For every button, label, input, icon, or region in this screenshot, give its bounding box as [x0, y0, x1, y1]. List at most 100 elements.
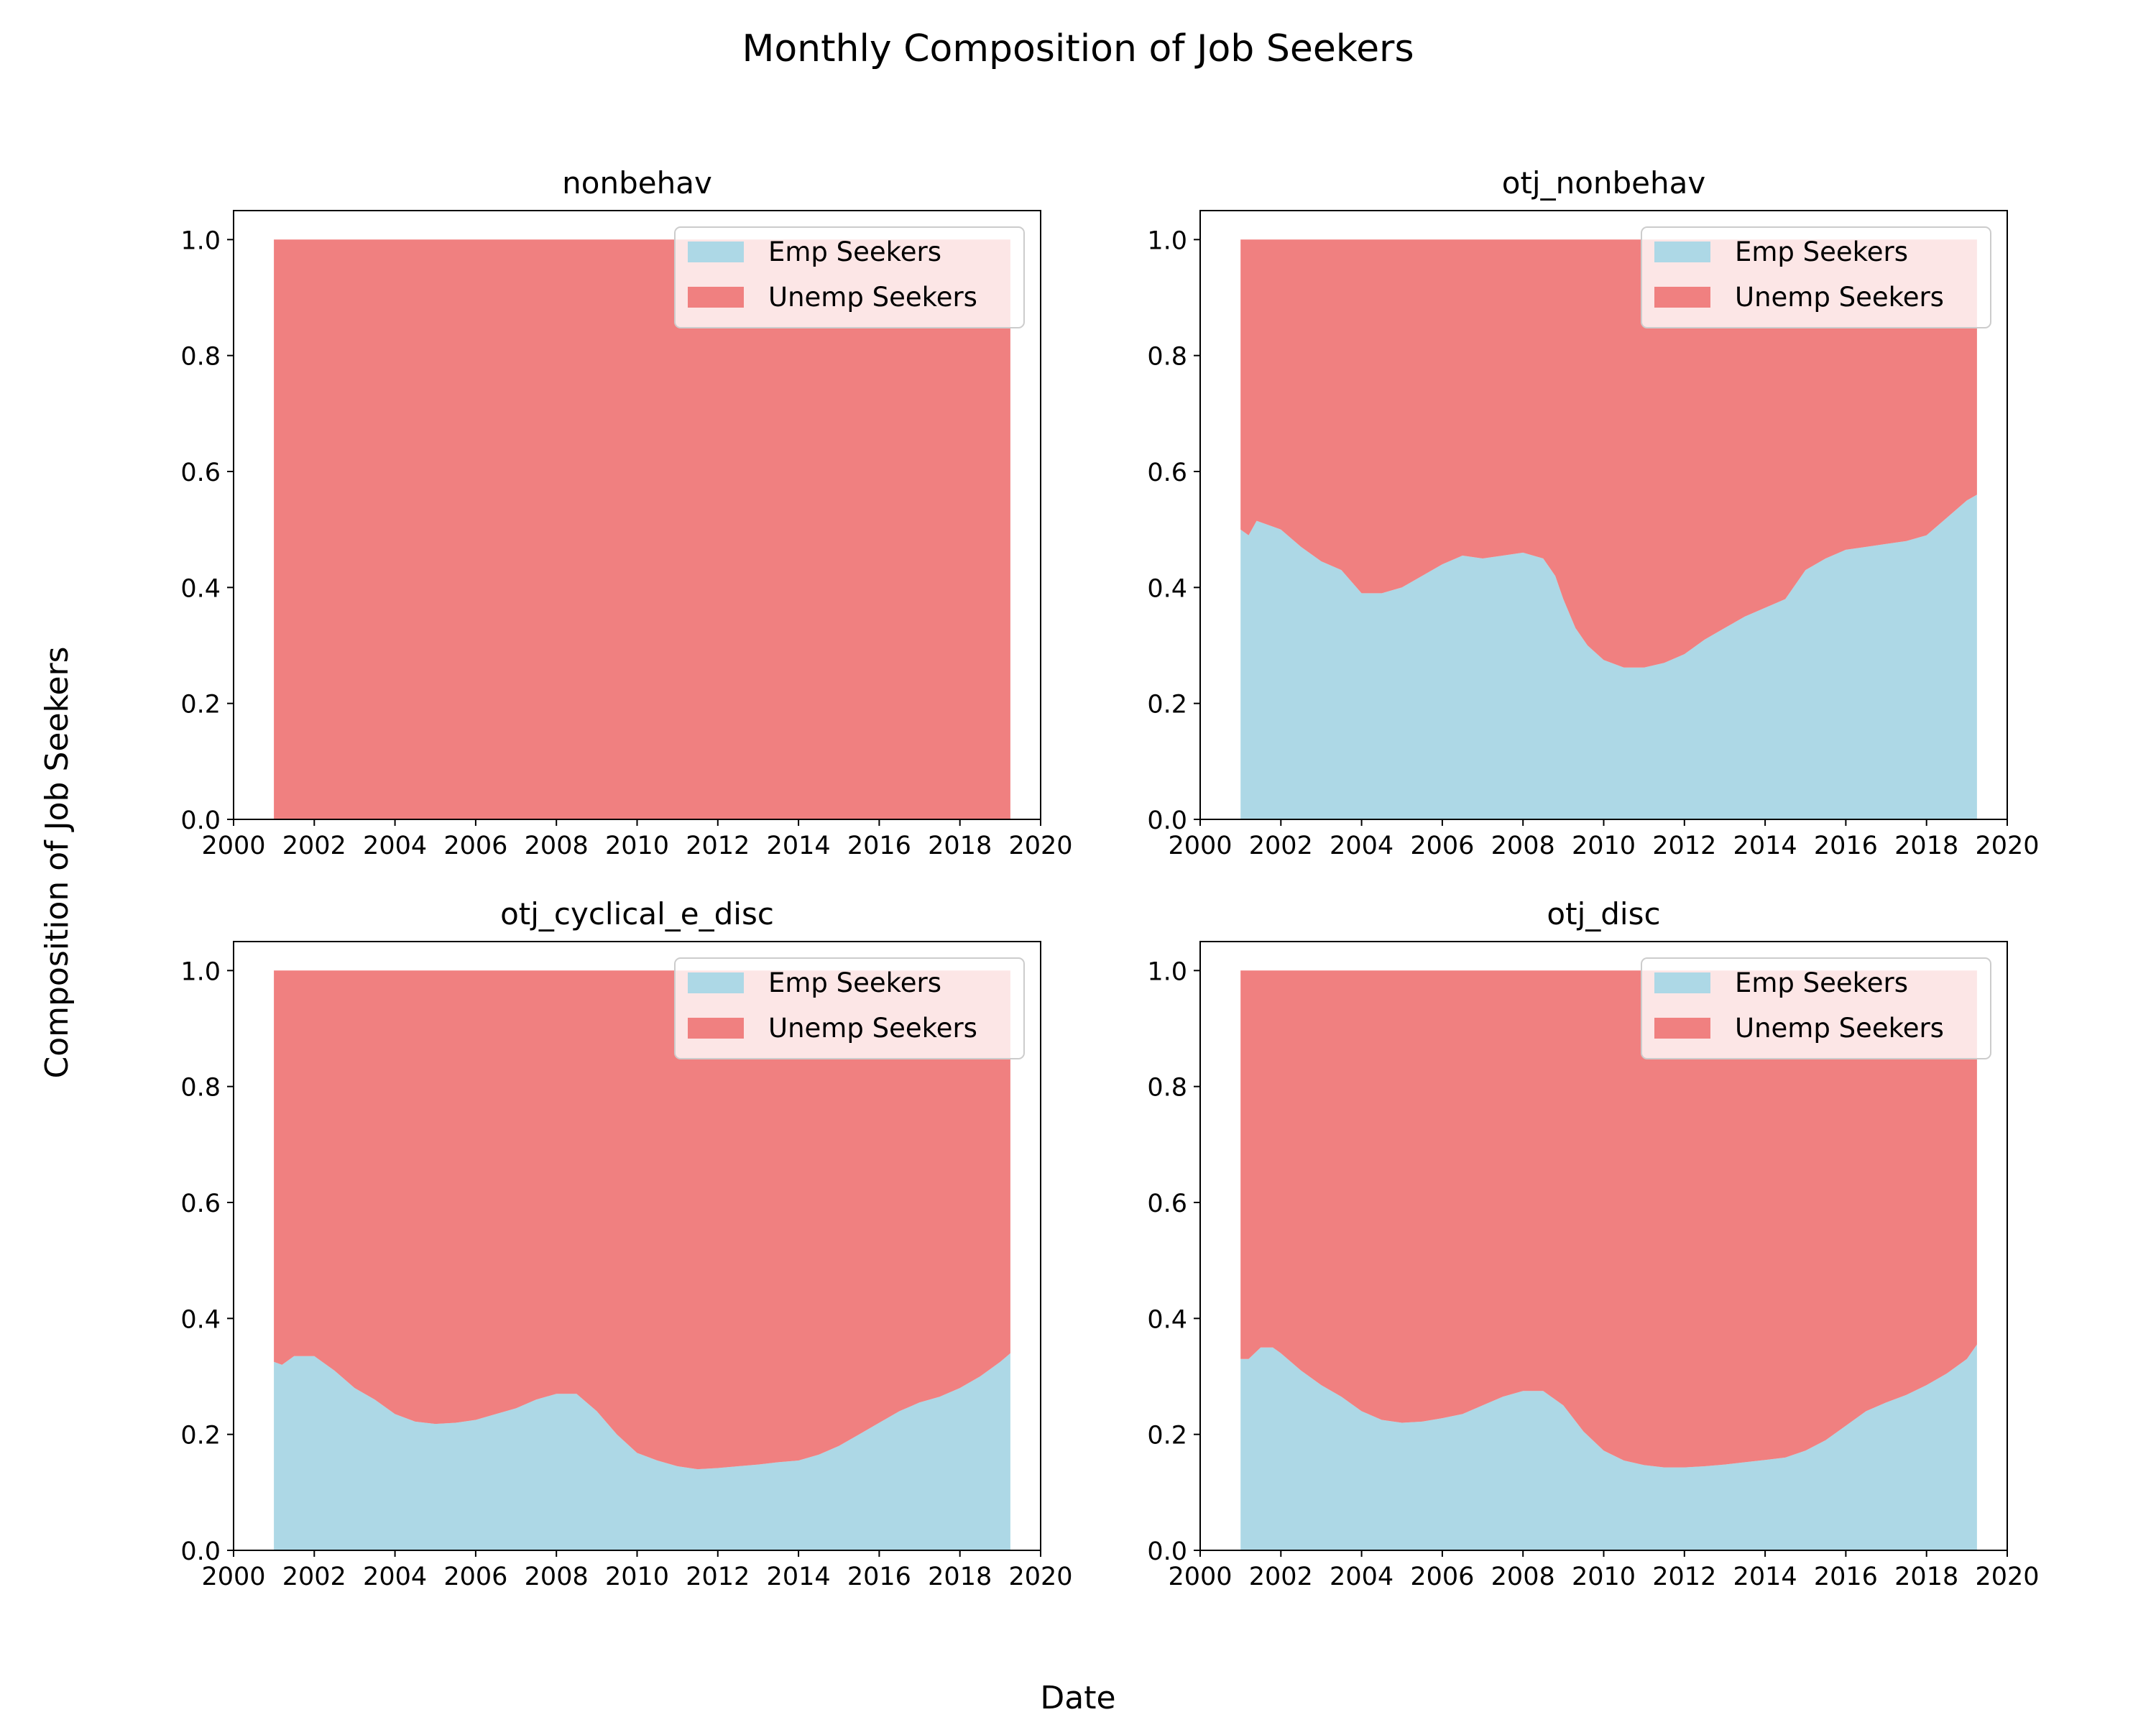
y-tick-label: 0.8 — [180, 1074, 221, 1103]
figure-title: Monthly Composition of Job Seekers — [742, 27, 1414, 70]
area-unemp-seekers — [1240, 970, 1977, 1468]
x-tick-label: 2006 — [1410, 1563, 1474, 1591]
y-tick-label: 0.8 — [1147, 1074, 1187, 1103]
y-tick-label: 0.2 — [180, 691, 221, 719]
x-tick-label: 2002 — [282, 1563, 346, 1591]
legend-box — [1641, 226, 1991, 328]
legend-swatch — [688, 1018, 744, 1039]
x-tick-label: 2000 — [1168, 1563, 1232, 1591]
x-tick-label: 2006 — [1410, 832, 1474, 860]
x-tick-label: 2004 — [1330, 832, 1393, 860]
y-tick-label: 0.0 — [1147, 806, 1187, 835]
x-tick-label: 2002 — [1249, 832, 1313, 860]
x-tick-label: 2000 — [201, 1563, 265, 1591]
y-tick-label: 0.4 — [180, 1305, 221, 1334]
subplot-title: otj_disc — [1547, 896, 1660, 932]
x-tick-label: 2010 — [605, 1563, 669, 1591]
legend-box — [674, 957, 1025, 1059]
y-tick-label: 0.6 — [1147, 459, 1187, 487]
subplot-title: otj_cyclical_e_disc — [500, 896, 774, 932]
x-tick-label: 2020 — [1975, 832, 2039, 860]
x-tick-label: 2014 — [767, 832, 831, 860]
x-tick-label: 2014 — [767, 1563, 831, 1591]
legend-box — [1641, 957, 1991, 1059]
x-tick-label: 2006 — [443, 832, 507, 860]
y-tick-label: 0.6 — [180, 1190, 221, 1218]
y-tick-label: 1.0 — [1147, 226, 1187, 255]
x-tick-label: 2018 — [928, 832, 992, 860]
area-emp-seekers — [1240, 494, 1977, 819]
y-tick-label: 0.6 — [180, 459, 221, 487]
legend-label: Emp Seekers — [1735, 967, 1908, 998]
subplot-3: 0.0 0.2 0.4 0.6 0.8 1.0 2000 2002 2004 2006 2008 20… — [180, 896, 1072, 1591]
legend-label: Emp Seekers — [1735, 236, 1908, 267]
legend: Emp Seekers Unemp Seekers — [674, 957, 1025, 1059]
x-tick-label: 2004 — [1330, 1563, 1393, 1591]
subplot-title: otj_nonbehav — [1502, 165, 1705, 201]
area-unemp-seekers — [1240, 239, 1977, 668]
x-tick-label: 2016 — [847, 1563, 911, 1591]
x-tick-label: 2012 — [1652, 1563, 1716, 1591]
y-tick-label: 0.2 — [1147, 1422, 1187, 1450]
x-tick-label: 2006 — [443, 1563, 507, 1591]
area-unemp-seekers — [274, 239, 1010, 819]
y-tick-label: 0.0 — [1147, 1537, 1187, 1566]
subplot-2: 0.0 0.2 0.4 0.6 0.8 1.0 2000 2002 2004 2006 2008 20… — [1147, 165, 2039, 860]
subplot-4: 0.0 0.2 0.4 0.6 0.8 1.0 2000 2002 2004 2006 2008 20… — [1147, 896, 2039, 1591]
x-tick-label: 2004 — [363, 832, 427, 860]
x-tick-label: 2018 — [1894, 1563, 1958, 1591]
y-tick-label: 0.0 — [180, 1537, 221, 1566]
legend-label: Unemp Seekers — [1735, 1013, 1944, 1044]
x-tick-label: 2000 — [1168, 832, 1232, 860]
y-tick-label: 0.0 — [180, 806, 221, 835]
legend-swatch — [688, 242, 744, 262]
legend-box — [674, 226, 1025, 328]
legend-swatch — [1654, 972, 1710, 993]
x-tick-label: 2002 — [1249, 1563, 1313, 1591]
y-tick-label: 1.0 — [1147, 957, 1187, 986]
x-tick-label: 2016 — [1814, 1563, 1878, 1591]
y-tick-label: 0.4 — [1147, 574, 1187, 603]
x-tick-label: 2020 — [1975, 1563, 2039, 1591]
subplot-1: 0.0 0.2 0.4 0.6 0.8 1.0 2000 2002 2004 2006 2008 20… — [180, 165, 1072, 860]
x-tick-label: 2020 — [1008, 1563, 1072, 1591]
y-tick-label: 0.8 — [1147, 343, 1187, 372]
legend-swatch — [1654, 287, 1710, 308]
x-tick-label: 2008 — [1491, 832, 1555, 860]
legend-swatch — [688, 287, 744, 308]
x-axis-label: Date — [1040, 1680, 1116, 1716]
x-tick-label: 2018 — [928, 1563, 992, 1591]
x-tick-label: 2008 — [1491, 1563, 1555, 1591]
y-tick-label: 1.0 — [180, 226, 221, 255]
legend-swatch — [688, 972, 744, 993]
legend-label: Unemp Seekers — [768, 1013, 977, 1044]
y-tick-label: 0.8 — [180, 343, 221, 372]
area-emp-seekers — [1240, 1344, 1977, 1550]
area-unemp-seekers — [274, 970, 1010, 1470]
y-tick-label: 1.0 — [180, 957, 221, 986]
x-tick-label: 2020 — [1008, 832, 1072, 860]
legend-swatch — [1654, 242, 1710, 262]
legend-label: Unemp Seekers — [1735, 282, 1944, 313]
x-tick-label: 2012 — [686, 832, 750, 860]
subplot-title: nonbehav — [562, 165, 712, 201]
x-tick-label: 2008 — [525, 1563, 589, 1591]
x-tick-label: 2008 — [525, 832, 589, 860]
x-tick-label: 2014 — [1733, 832, 1797, 860]
legend-label: Emp Seekers — [768, 236, 941, 267]
area-emp-seekers — [274, 1353, 1010, 1550]
y-tick-label: 0.2 — [1147, 691, 1187, 719]
legend-label: Emp Seekers — [768, 967, 941, 998]
legend-label: Unemp Seekers — [768, 282, 977, 313]
legend: Emp Seekers Unemp Seekers — [1641, 957, 1991, 1059]
x-tick-label: 2010 — [1572, 1563, 1636, 1591]
y-tick-label: 0.4 — [180, 574, 221, 603]
legend-swatch — [1654, 1018, 1710, 1039]
x-tick-label: 2002 — [282, 832, 346, 860]
x-tick-label: 2010 — [1572, 832, 1636, 860]
x-tick-label: 2016 — [847, 832, 911, 860]
x-tick-label: 2000 — [201, 832, 265, 860]
legend: Emp Seekers Unemp Seekers — [674, 226, 1025, 328]
x-tick-label: 2012 — [686, 1563, 750, 1591]
